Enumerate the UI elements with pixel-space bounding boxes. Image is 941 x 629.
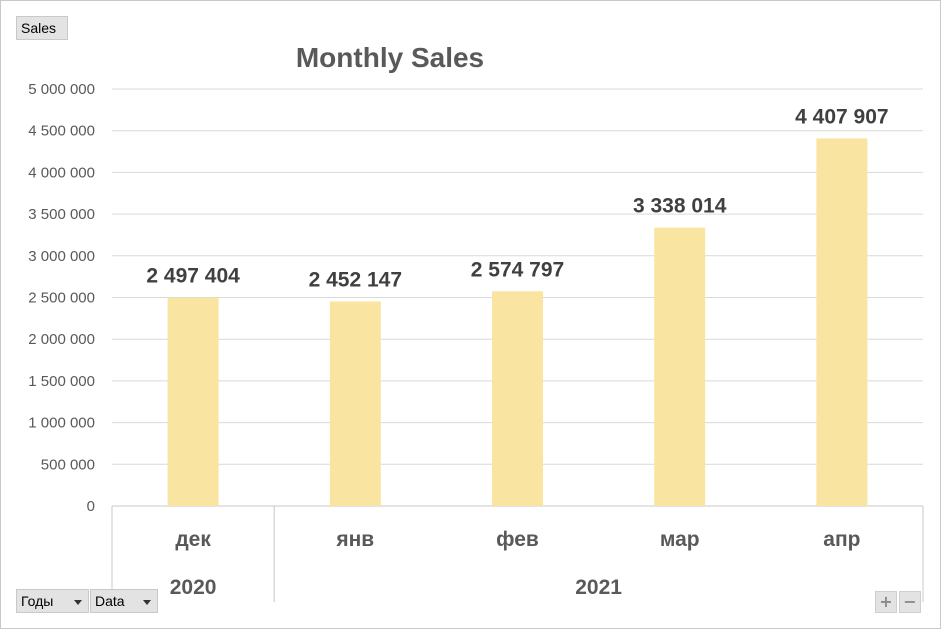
y-tick-label: 2 000 000 [28,331,95,348]
x-category-label: фев [496,528,539,551]
y-tick-label: 3 000 000 [28,248,95,265]
data-label: 3 338 014 [633,195,727,218]
data-field-label: Data [95,593,125,609]
expand-field-button[interactable]: + [875,591,897,613]
data-label: 4 407 907 [795,105,888,128]
years-field-button[interactable]: Годы [16,589,89,613]
y-tick-label: 4 500 000 [28,123,95,140]
bar [654,227,706,507]
years-field-label: Годы [21,593,54,609]
sales-filter-button[interactable]: Sales [16,16,68,40]
y-tick-label: 1 000 000 [28,415,95,432]
sales-filter-label: Sales [21,20,57,36]
x-axis: дек янв фев мар апр 2020 2021 [111,506,924,602]
bars [167,138,868,507]
y-tick-label: 2 500 000 [28,290,95,307]
x-category-label: апр [823,528,860,551]
y-axis-ticks: 0 500 000 1 000 000 1 500 000 2 000 000 2 500… [28,81,95,515]
chevron-down-icon [74,600,82,605]
x-category-label: мар [660,528,700,551]
x-group-label: 2020 [170,576,217,599]
data-label: 2 452 147 [309,268,402,291]
chart-title: Monthly Sales [296,42,484,73]
x-group-label: 2021 [575,576,622,599]
data-label: 2 574 797 [471,258,564,281]
minus-icon: − [903,592,917,611]
chevron-down-icon [143,600,151,605]
bar [816,138,868,506]
bar [492,291,543,506]
data-label: 2 497 404 [146,265,240,288]
y-tick-label: 3 500 000 [28,206,95,223]
data-field-button[interactable]: Data [90,589,158,613]
collapse-field-button[interactable]: − [899,591,921,613]
y-tick-label: 500 000 [41,456,95,473]
bar [167,297,219,506]
y-tick-label: 4 000 000 [28,164,95,181]
plus-icon: + [879,592,893,611]
data-labels: 2 497 404 2 452 147 2 574 797 3 338 014 4 40… [146,105,888,291]
y-tick-label: 5 000 000 [28,81,95,98]
bar [329,301,381,506]
x-category-label: дек [175,528,211,551]
x-category-label: янв [335,528,374,551]
y-tick-label: 1 500 000 [28,373,95,390]
y-tick-label: 0 [87,498,95,515]
